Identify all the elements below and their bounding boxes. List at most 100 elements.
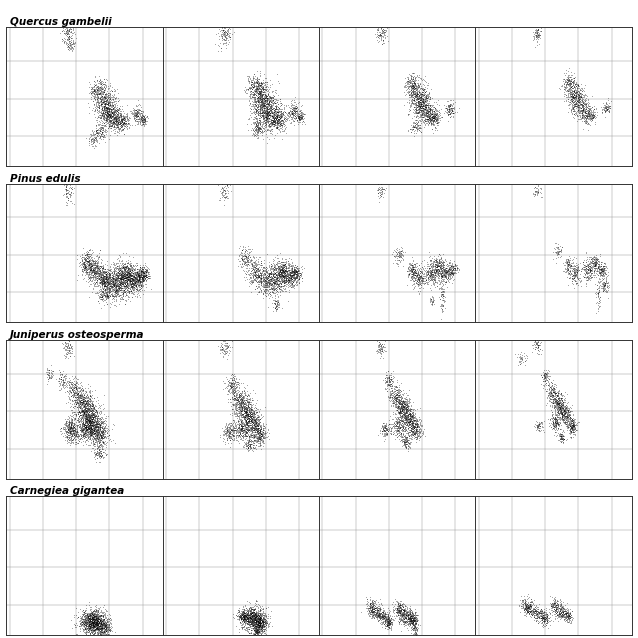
Point	[540, 612, 551, 622]
Point	[255, 614, 265, 624]
Point	[91, 449, 101, 459]
Point	[253, 614, 263, 625]
Point	[567, 420, 577, 430]
Point	[286, 107, 297, 117]
Point	[285, 270, 295, 280]
Point	[373, 605, 383, 615]
Point	[105, 121, 115, 131]
Point	[133, 110, 143, 121]
Point	[123, 257, 133, 267]
Point	[279, 278, 289, 288]
Point	[270, 113, 280, 123]
Point	[93, 437, 103, 447]
Point	[240, 420, 250, 430]
Point	[136, 283, 146, 293]
Point	[262, 109, 272, 119]
Point	[96, 448, 106, 458]
Point	[244, 604, 254, 614]
Point	[83, 278, 93, 288]
Point	[66, 385, 77, 396]
Point	[84, 260, 94, 270]
Point	[239, 390, 249, 401]
Point	[82, 256, 92, 266]
Point	[410, 96, 420, 106]
Point	[383, 616, 394, 626]
Point	[119, 112, 129, 122]
Point	[100, 272, 110, 282]
Point	[103, 272, 114, 282]
Point	[131, 285, 142, 295]
Point	[530, 41, 540, 52]
Point	[533, 606, 543, 616]
Point	[263, 273, 274, 283]
Point	[402, 603, 412, 613]
Point	[520, 595, 530, 605]
Point	[419, 94, 429, 105]
Point	[97, 286, 107, 297]
Point	[82, 410, 92, 420]
Point	[61, 420, 71, 431]
Point	[429, 268, 439, 278]
Point	[220, 348, 230, 358]
Point	[99, 278, 109, 288]
Point	[531, 40, 542, 50]
Point	[96, 262, 107, 272]
Point	[110, 100, 121, 110]
Point	[579, 105, 590, 115]
Point	[234, 603, 244, 613]
Point	[564, 609, 574, 619]
Point	[281, 261, 291, 271]
Point	[223, 188, 233, 198]
Point	[530, 610, 540, 620]
Point	[87, 612, 97, 622]
Point	[574, 84, 584, 94]
Point	[84, 619, 94, 629]
Point	[95, 414, 105, 424]
Point	[412, 424, 422, 434]
Point	[255, 97, 265, 107]
Point	[391, 413, 401, 424]
Point	[91, 281, 101, 292]
Point	[84, 611, 94, 621]
Point	[382, 620, 392, 630]
Point	[253, 627, 263, 637]
Point	[108, 108, 119, 119]
Point	[406, 426, 417, 436]
Point	[64, 34, 75, 45]
Point	[404, 90, 415, 100]
Point	[234, 627, 244, 637]
Point	[246, 77, 256, 87]
Point	[126, 258, 136, 268]
Point	[393, 607, 403, 618]
Point	[253, 118, 263, 128]
Point	[251, 272, 262, 283]
Point	[399, 424, 410, 434]
Point	[105, 104, 115, 114]
Point	[252, 122, 262, 132]
Point	[278, 260, 288, 271]
Point	[396, 612, 406, 623]
Point	[95, 75, 105, 85]
Point	[387, 374, 397, 384]
Point	[272, 258, 283, 269]
Point	[243, 125, 253, 135]
Point	[114, 122, 124, 132]
Point	[414, 103, 424, 113]
Point	[93, 93, 103, 103]
Point	[433, 275, 443, 285]
Point	[434, 258, 444, 268]
Point	[292, 265, 302, 276]
Point	[82, 253, 92, 263]
Point	[94, 85, 104, 96]
Point	[288, 269, 298, 279]
Point	[249, 609, 260, 619]
Point	[547, 602, 557, 612]
Point	[96, 286, 107, 296]
Point	[401, 616, 411, 627]
Point	[239, 613, 249, 623]
Point	[133, 275, 144, 285]
Point	[404, 612, 415, 623]
Point	[403, 434, 413, 445]
Point	[285, 268, 295, 278]
Point	[407, 418, 417, 428]
